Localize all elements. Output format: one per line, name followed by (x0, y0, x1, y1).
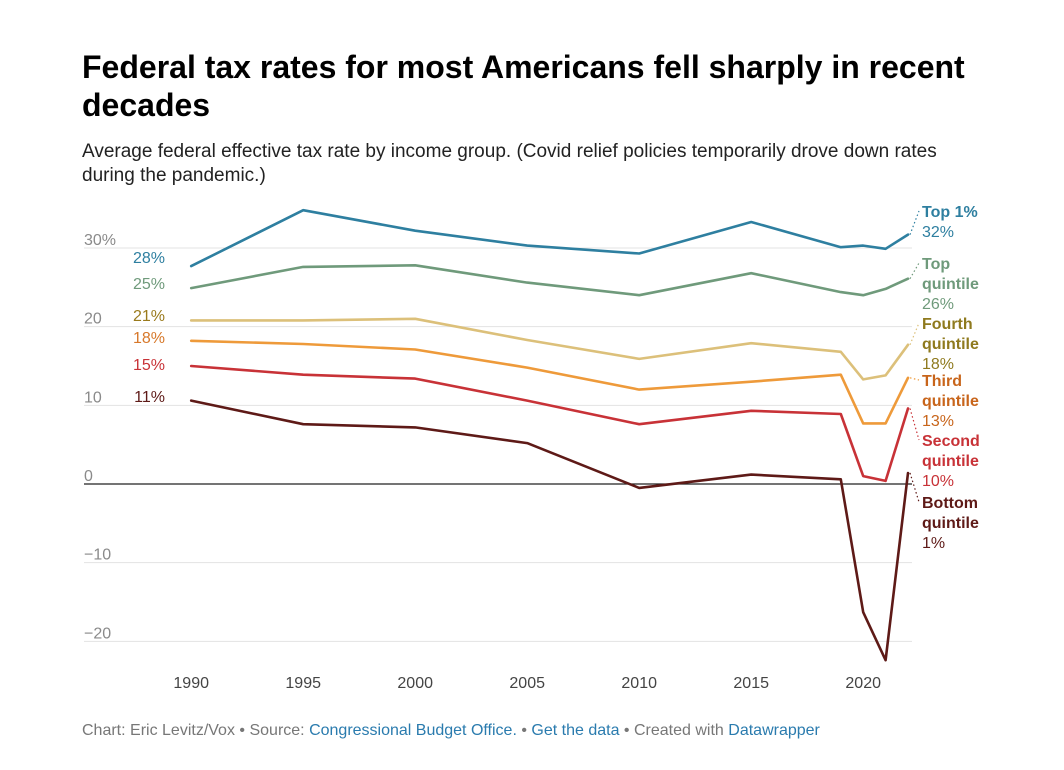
series-name-label: Top 1% (922, 204, 978, 221)
credit-text: Chart: Eric Levitz/Vox (82, 722, 235, 739)
x-tick-label: 2015 (733, 675, 769, 692)
y-tick-label: 30% (84, 232, 116, 249)
y-tick-label: 10 (84, 389, 102, 406)
chart-footer: Chart: Eric Levitz/Vox • Source: Congres… (82, 722, 820, 740)
series-name-label: quintile (922, 453, 979, 470)
leader-line (909, 377, 920, 381)
series-line-1 (189, 263, 910, 297)
y-axis: 30% 20 10 0 −10 −20 (84, 232, 116, 642)
bullet-separator: • (623, 722, 630, 739)
series-line-0 (189, 208, 910, 268)
series-name-label: Second (922, 433, 980, 450)
start-value-label: 11% (134, 389, 165, 406)
series-line-4 (189, 364, 910, 483)
series-name-label: quintile (922, 276, 979, 293)
series-end-value-label: 32% (922, 224, 954, 241)
x-tick-label: 2010 (621, 675, 657, 692)
x-tick-label: 2000 (397, 675, 433, 692)
end-labels: Top 1% 32% Top quintile 26% Fourth quintile 18%… (909, 204, 980, 552)
x-tick-label: 2020 (845, 675, 881, 692)
start-value-label: 18% (133, 330, 165, 347)
series-name-label: Third (922, 373, 962, 390)
series-end-value-label: 13% (922, 413, 954, 430)
series-end-value-label: 26% (922, 296, 954, 313)
leader-line (909, 408, 920, 441)
y-tick-label: −10 (84, 547, 111, 564)
created-prefix: Created with (633, 722, 724, 739)
y-tick-label: 20 (84, 311, 102, 328)
series-end-value-label: 1% (922, 535, 945, 552)
series-name-label: quintile (922, 515, 979, 532)
bullet-separator: • (239, 722, 246, 739)
leader-line (909, 262, 920, 279)
source-prefix: Source: (249, 722, 305, 739)
leader-line (909, 472, 920, 503)
series-name-label: Fourth (922, 316, 973, 333)
x-tick-label: 1990 (173, 675, 209, 692)
get-data-link[interactable]: Get the data (531, 722, 620, 739)
start-value-label: 28% (133, 250, 165, 267)
bullet-separator: • (521, 722, 527, 739)
gridlines (84, 247, 912, 642)
x-tick-label: 1995 (285, 675, 321, 692)
start-value-label: 25% (133, 276, 165, 293)
series-name-label: Bottom (922, 495, 978, 512)
leader-line (909, 210, 920, 235)
y-tick-label: 0 (84, 468, 93, 485)
series-name-label: Top (922, 256, 950, 273)
start-value-label: 15% (133, 357, 165, 374)
chart-title: Federal tax rates for most Americans fel… (82, 49, 965, 123)
datawrapper-link[interactable]: Datawrapper (728, 722, 820, 739)
source-link[interactable]: Congressional Budget Office. (309, 722, 517, 739)
chart-subtitle: Average federal effective tax rate by in… (82, 141, 937, 186)
series-end-value-label: 18% (922, 356, 954, 373)
x-tick-label: 2005 (509, 675, 545, 692)
series-line-2 (189, 317, 910, 381)
start-value-label: 21% (133, 308, 165, 325)
series-line-3 (189, 339, 910, 425)
y-tick-label: −20 (84, 625, 111, 642)
series-name-label: quintile (922, 336, 979, 353)
series-line-5 (189, 399, 910, 662)
series-lines (189, 208, 910, 662)
series-name-label: quintile (922, 393, 979, 410)
x-axis: 1990 1995 2000 2005 2010 2015 2020 (173, 675, 881, 692)
series-end-value-label: 10% (922, 473, 954, 490)
start-labels: 28% 25% 21% 18% 15% 11% (133, 250, 165, 406)
